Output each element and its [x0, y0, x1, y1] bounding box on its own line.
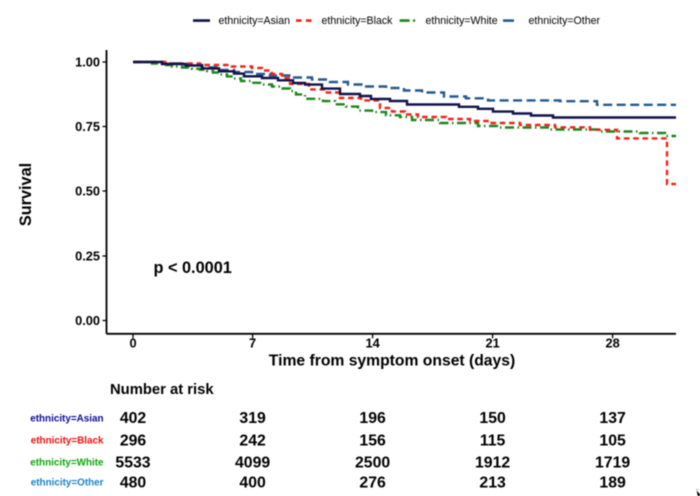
- svg-text:242: 242: [239, 433, 266, 450]
- svg-text:1912: 1912: [475, 455, 510, 472]
- svg-text:2500: 2500: [355, 455, 390, 472]
- svg-text:400: 400: [239, 475, 266, 492]
- svg-text:276: 276: [359, 475, 386, 492]
- svg-text:319: 319: [239, 410, 266, 427]
- svg-text:296: 296: [120, 433, 147, 450]
- svg-text:1.00: 1.00: [75, 55, 100, 70]
- svg-text:Number at risk: Number at risk: [110, 382, 214, 398]
- svg-text:0.50: 0.50: [75, 184, 100, 199]
- svg-text:21: 21: [485, 336, 499, 351]
- svg-text:196: 196: [359, 410, 386, 427]
- svg-text:0.00: 0.00: [75, 313, 100, 328]
- svg-text:ethnicity=Asian: ethnicity=Asian: [30, 414, 103, 425]
- svg-text:1719: 1719: [595, 455, 630, 472]
- svg-text:ethnicity=Black: ethnicity=Black: [322, 15, 394, 27]
- svg-text:ethnicity=Black: ethnicity=Black: [31, 436, 104, 447]
- svg-text:156: 156: [359, 433, 386, 450]
- svg-text:115: 115: [480, 433, 506, 450]
- svg-text:14: 14: [365, 336, 380, 351]
- svg-text:137: 137: [599, 410, 626, 427]
- svg-text:150: 150: [479, 410, 506, 427]
- svg-text:p < 0.0001: p < 0.0001: [154, 259, 232, 277]
- svg-text:105: 105: [599, 433, 626, 450]
- svg-text:480: 480: [120, 475, 147, 492]
- svg-text:0.75: 0.75: [75, 119, 100, 134]
- svg-text:Time from symptom onset (days): Time from symptom onset (days): [269, 353, 515, 370]
- svg-text:0.25: 0.25: [75, 249, 100, 264]
- svg-text:4099: 4099: [235, 455, 270, 472]
- svg-text:402: 402: [120, 410, 147, 427]
- svg-text:7: 7: [249, 336, 256, 351]
- svg-text:28: 28: [605, 336, 619, 351]
- svg-text:ethnicity=Asian: ethnicity=Asian: [219, 15, 291, 27]
- svg-text:ethnicity=White: ethnicity=White: [30, 458, 104, 469]
- svg-text:ethnicity=Other: ethnicity=Other: [31, 478, 104, 489]
- svg-text:189: 189: [599, 475, 626, 492]
- svg-text:5533: 5533: [115, 455, 150, 472]
- svg-text:213: 213: [479, 475, 506, 492]
- svg-text:ethnicity=White: ethnicity=White: [426, 15, 498, 27]
- svg-text:Survival: Survival: [17, 163, 35, 226]
- svg-text:ethnicity=Other: ethnicity=Other: [529, 15, 601, 27]
- svg-text:0: 0: [129, 336, 136, 351]
